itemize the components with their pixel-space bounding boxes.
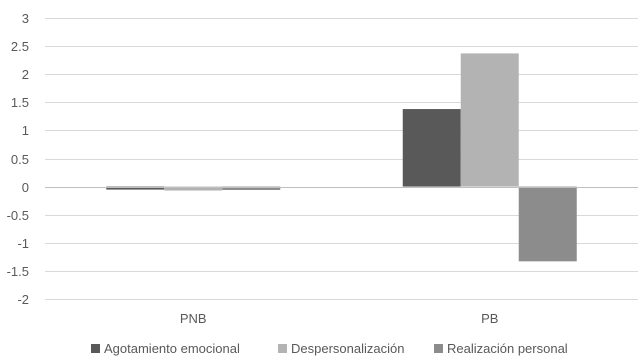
legend-swatch [278, 344, 287, 353]
y-tick-label: 1 [22, 123, 29, 138]
y-tick-label: 0.5 [11, 152, 29, 167]
y-tick-label: -1.5 [7, 264, 29, 279]
x-category-label: PNB [180, 311, 207, 326]
legend-swatch [91, 344, 100, 353]
y-tick-label: 3 [22, 11, 29, 26]
y-tick-label: 1.5 [11, 95, 29, 110]
y-axis-tick-labels: 3 2.5 2 1.5 1 0.5 0 -0.5 -1 -1.5 -2 [7, 11, 29, 307]
y-tick-label: 2.5 [11, 39, 29, 54]
x-category-label: PB [481, 311, 498, 326]
y-tick-label: -0.5 [7, 208, 29, 223]
y-tick-label: 2 [22, 67, 29, 82]
legend-label: Despersonalización [291, 341, 404, 356]
legend: Agotamiento emocional Despersonalización R… [91, 341, 568, 356]
y-tick-label: -1 [17, 236, 29, 251]
bar-agotamiento-emocional-pnb [106, 186, 165, 190]
bar-despersonalización-pnb [164, 186, 223, 191]
x-axis-category-labels: PNB PB [180, 311, 499, 326]
bar-realización-personal-pnb [222, 186, 281, 190]
bar-agotamiento-emocional-pb [402, 109, 461, 187]
y-tick-label: 0 [22, 180, 29, 195]
legend-label: Agotamiento emocional [104, 341, 240, 356]
y-tick-label: -2 [17, 292, 29, 307]
legend-label: Realización personal [447, 341, 568, 356]
bar-despersonalización-pb [460, 53, 519, 187]
bars [106, 53, 577, 262]
gridlines [45, 18, 638, 300]
bar-realización-personal-pb [518, 186, 577, 262]
legend-swatch [434, 344, 443, 353]
